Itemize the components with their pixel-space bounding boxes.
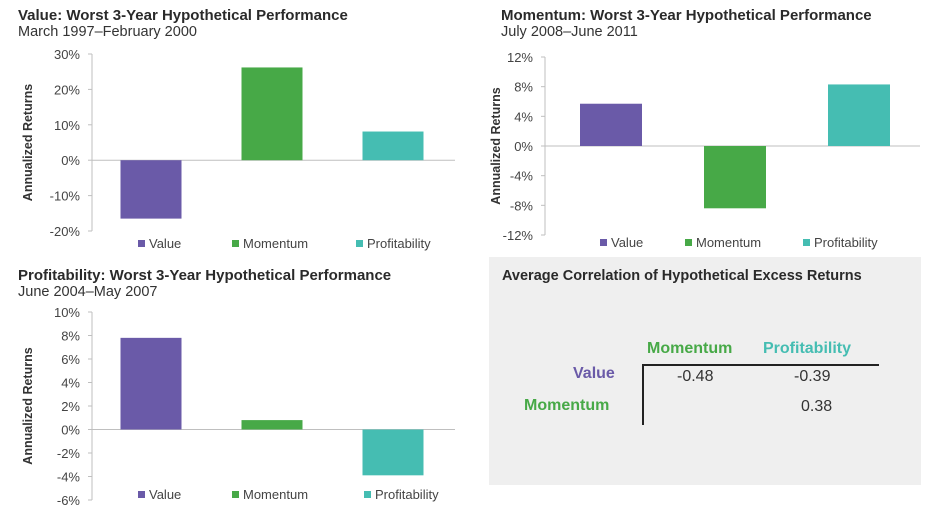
profitability-chart-subtitle: June 2004–May 2007 [18, 284, 158, 300]
value-chart: 30% 20% 10% 0% -10% -20% Annualized Returns Val… [21, 47, 455, 251]
legend-swatch-momentum [685, 239, 692, 246]
legend-swatch-value [600, 239, 607, 246]
y-tick-label: 4% [514, 109, 533, 124]
correlation-panel: Average Correlation of Hypothetical Exce… [489, 257, 921, 485]
bar-profitability [362, 429, 424, 476]
bar-momentum [241, 67, 303, 161]
corr-momentum-profitability: 0.38 [801, 398, 833, 415]
y-tick-label: -4% [57, 470, 81, 485]
table-left-rule [642, 364, 644, 425]
col-header-profitability: Profitability [763, 340, 852, 357]
corr-value-momentum: -0.48 [677, 368, 714, 385]
y-tick-label: 2% [61, 399, 80, 414]
table-top-rule [643, 364, 879, 366]
legend-swatch-profitability [356, 240, 363, 247]
bar-value [580, 103, 642, 146]
bar-value [120, 160, 182, 219]
y-tick-label: -20% [50, 224, 81, 239]
legend-label-value: Value [149, 236, 181, 251]
y-tick-label: 12% [507, 50, 533, 65]
legend-swatch-profitability [364, 491, 371, 498]
y-tick-label: 8% [61, 329, 80, 344]
legend-label-momentum: Momentum [696, 235, 761, 250]
y-tick-label: 30% [54, 47, 80, 62]
row-header-value: Value [573, 365, 615, 382]
legend-swatch-value [138, 491, 145, 498]
y-tick-label: 10% [54, 305, 80, 320]
y-tick-label: -12% [503, 228, 534, 243]
col-header-momentum: Momentum [647, 340, 733, 357]
y-axis-label: Annualized Returns [21, 84, 35, 201]
legend-swatch-profitability [803, 239, 810, 246]
legend-swatch-momentum [232, 240, 239, 247]
y-tick-label: -8% [510, 198, 534, 213]
correlation-title: Average Correlation of Hypothetical Exce… [502, 268, 862, 284]
momentum-chart-subtitle: July 2008–June 2011 [501, 24, 638, 40]
bar-profitability [828, 84, 890, 146]
y-tick-label: -10% [50, 189, 81, 204]
legend-label-value: Value [611, 235, 643, 250]
value-chart-subtitle: March 1997–February 2000 [18, 24, 197, 40]
y-axis-label: Annualized Returns [489, 87, 503, 204]
legend-label-value: Value [149, 487, 181, 502]
profitability-chart: 10% 8% 6% 4% 2% 0% -2% -4% -6% Annualized Returns… [21, 305, 455, 508]
y-tick-label: -6% [57, 493, 81, 508]
y-axis-label: Annualized Returns [21, 347, 35, 464]
legend-label-profitability: Profitability [814, 235, 878, 250]
y-tick-label: 0% [61, 153, 80, 168]
legend-label-profitability: Profitability [375, 487, 439, 502]
y-tick-label: 0% [514, 139, 533, 154]
bar-value [120, 337, 182, 430]
legend-swatch-value [138, 240, 145, 247]
corr-value-profitability: -0.39 [794, 368, 831, 385]
value-chart-title: Value: Worst 3-Year Hypothetical Perform… [18, 7, 348, 24]
legend-swatch-momentum [232, 491, 239, 498]
y-tick-label: 6% [61, 352, 80, 367]
momentum-chart: 12% 8% 4% 0% -4% -8% -12% Annualized Returns Val… [489, 50, 920, 250]
legend-label-profitability: Profitability [367, 236, 431, 251]
bar-momentum [241, 420, 303, 430]
row-header-momentum: Momentum [524, 397, 610, 414]
y-tick-label: 0% [61, 423, 80, 438]
bar-momentum [704, 146, 766, 209]
profitability-chart-title: Profitability: Worst 3-Year Hypothetical… [18, 267, 392, 284]
y-tick-label: 10% [54, 118, 80, 133]
y-tick-label: 20% [54, 82, 80, 97]
momentum-chart-title: Momentum: Worst 3-Year Hypothetical Perf… [501, 7, 872, 24]
legend-label-momentum: Momentum [243, 487, 308, 502]
y-tick-label: 4% [61, 376, 80, 391]
y-tick-label: -2% [57, 446, 81, 461]
y-tick-label: -4% [510, 169, 534, 184]
y-tick-label: 8% [514, 80, 533, 95]
legend-label-momentum: Momentum [243, 236, 308, 251]
bar-profitability [362, 131, 424, 161]
